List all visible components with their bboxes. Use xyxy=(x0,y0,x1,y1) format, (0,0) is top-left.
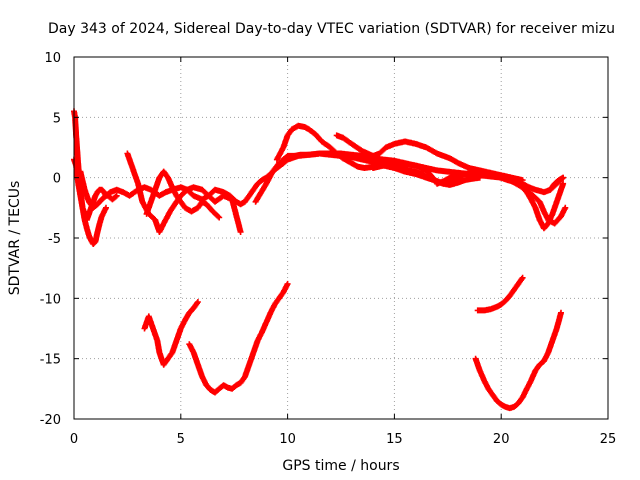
y-axis-label: SDTVAR / TECUs xyxy=(7,181,23,296)
y-tick-label: -20 xyxy=(40,413,61,428)
x-tick-label: 25 xyxy=(600,432,617,447)
series-c3 xyxy=(472,309,564,412)
x-tick-label: 20 xyxy=(493,432,510,447)
series-b6 xyxy=(547,174,567,193)
y-tick-label: -5 xyxy=(48,232,61,247)
series-c2 xyxy=(186,280,291,396)
x-tick-label: 0 xyxy=(70,432,78,447)
gridlines xyxy=(74,57,608,419)
series-markers xyxy=(472,309,564,412)
x-axis-label: GPS time / hours xyxy=(282,458,399,474)
series-a5 xyxy=(143,168,223,221)
y-tick-labels: -20 -15 -10 -5 0 5 10 xyxy=(40,51,61,428)
x-tick-label: 15 xyxy=(386,432,403,447)
y-tick-label: 5 xyxy=(53,111,61,126)
series-b4 xyxy=(370,160,475,187)
chart-title: Day 343 of 2024, Sidereal Day-to-day VTE… xyxy=(48,21,615,37)
data-series xyxy=(71,108,569,412)
series-markers xyxy=(141,299,201,368)
series-b3 xyxy=(333,132,526,184)
series-b5 xyxy=(502,174,567,232)
x-tick-label: 10 xyxy=(279,432,296,447)
x-tick-labels: 0 5 10 15 20 25 xyxy=(70,432,616,447)
y-tick-label: 0 xyxy=(53,172,61,187)
y-tick-label: -15 xyxy=(40,353,61,368)
x-tick-label: 5 xyxy=(177,432,185,447)
series-c4 xyxy=(474,274,526,314)
y-tick-label: -10 xyxy=(40,292,61,307)
series-c1 xyxy=(141,299,201,368)
series-markers xyxy=(474,274,526,314)
tick-marks xyxy=(73,56,609,420)
y-tick-label: 10 xyxy=(44,51,61,66)
